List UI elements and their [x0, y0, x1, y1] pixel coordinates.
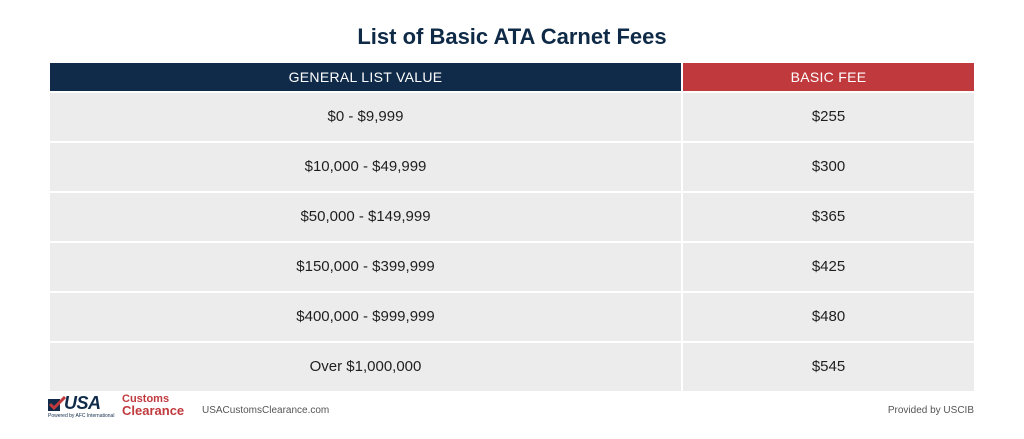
usa-customs-clearance-logo: USA Customs Clearance Powered by AFC Int… — [48, 393, 188, 420]
cell-fee-row-4: $425 — [683, 243, 974, 291]
checkmark-icon — [48, 396, 66, 411]
cell-fee-row-2: $300 — [683, 143, 974, 191]
logo-clearance-text: Clearance — [122, 403, 185, 418]
cell-value-row-4: $150,000 - $399,999 — [50, 243, 681, 291]
logo-customs-text: Customs — [122, 393, 170, 405]
cell-fee-row-3: $365 — [683, 193, 974, 241]
website-link[interactable]: USACustomsClearance.com — [202, 405, 330, 416]
provided-by-text: Provided by USCIB — [887, 405, 974, 416]
logo-powered-text: Powered by AFC International — [48, 413, 115, 419]
cell-fee-row-5: $480 — [683, 293, 974, 341]
cell-fee-row-6: $545 — [683, 343, 974, 391]
header-basic-fee: BASIC FEE — [683, 63, 974, 91]
cell-value-row-2: $10,000 - $49,999 — [50, 143, 681, 191]
footer: USA Customs Clearance Powered by AFC Int… — [0, 393, 1024, 424]
logo-usa-text: USA — [64, 393, 101, 413]
fee-table: GENERAL LIST VALUE BASIC FEE $0 - $9,999… — [50, 63, 974, 391]
cell-value-row-6: Over $1,000,000 — [50, 343, 681, 391]
cell-value-row-3: $50,000 - $149,999 — [50, 193, 681, 241]
cell-value-row-1: $0 - $9,999 — [50, 93, 681, 141]
header-general-list-value: GENERAL LIST VALUE — [50, 63, 681, 91]
cell-value-row-5: $400,000 - $999,999 — [50, 293, 681, 341]
cell-fee-row-1: $255 — [683, 93, 974, 141]
page-title: List of Basic ATA Carnet Fees — [357, 24, 667, 49]
